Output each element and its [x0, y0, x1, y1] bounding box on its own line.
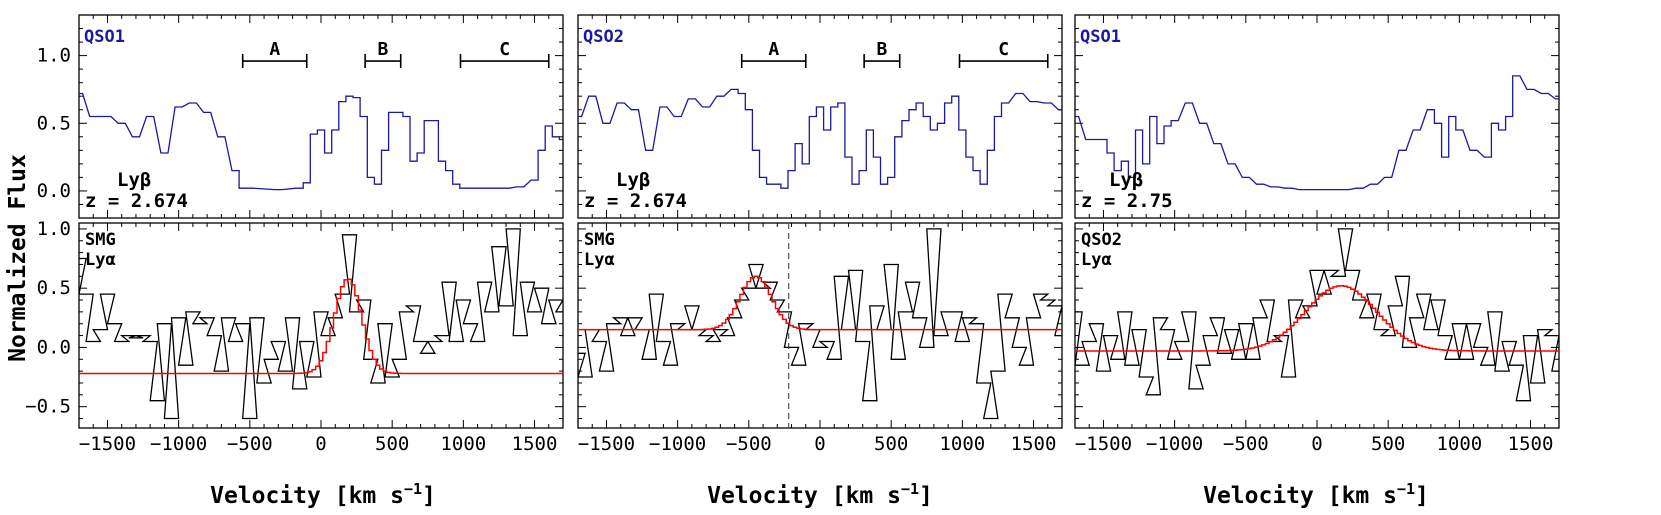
x-tick-label: 1000 — [939, 433, 985, 455]
region-label: B — [378, 39, 389, 60]
x-tick-label: 0 — [814, 433, 825, 455]
emission-spectrum-line — [578, 228, 1062, 420]
absorption-spectrum-line — [79, 92, 563, 191]
x-tick-label: −1000 — [649, 433, 706, 455]
y-tick-label: 0.5 — [37, 277, 71, 299]
y-tick-label: 0.0 — [37, 336, 71, 358]
gaussian-fit-line — [1075, 285, 1559, 352]
panel-line-label: Lyα — [1081, 250, 1112, 270]
emission-spectrum-line — [1075, 228, 1559, 402]
x-tick-label: −1500 — [1075, 433, 1132, 455]
y-tick-label: −0.5 — [25, 396, 71, 418]
panel-source-label: QSO1 — [84, 27, 125, 47]
line-label: Lyβ — [616, 169, 650, 191]
panel-frame — [577, 222, 1063, 429]
x-axis-title-middle-main: Velocity [km s — [707, 483, 901, 509]
x-axis-title-middle: Velocity [km s−1] — [707, 480, 933, 509]
x-tick-label: −500 — [726, 433, 772, 455]
x-tick-label: −1500 — [578, 433, 635, 455]
gaussian-fit-line — [578, 275, 1062, 331]
x-tick-label: 500 — [1371, 433, 1405, 455]
y-axis-title: Normalized Flux — [5, 154, 31, 362]
line-label: Lyβ — [117, 169, 151, 191]
redshift-label: z = 2.674 — [85, 190, 188, 212]
y-tick-label: 1.0 — [37, 218, 71, 240]
x-tick-label: 500 — [375, 433, 409, 455]
x-axis-title-middle-close: ] — [919, 483, 933, 509]
x-axis-title-left-exp: −1 — [404, 480, 422, 498]
absorption-spectrum-line — [1075, 75, 1559, 191]
x-axis-title-right-exp: −1 — [1397, 480, 1415, 498]
x-axis-title-left-main: Velocity [km s — [210, 483, 404, 509]
panel-source-label: QSO1 — [1080, 27, 1121, 47]
x-tick-label: 1000 — [440, 433, 486, 455]
y-tick-label: 1.0 — [37, 45, 71, 67]
emission-spectrum-line — [79, 228, 563, 420]
panel-source-label: QSO2 — [583, 27, 624, 47]
x-tick-label: −1000 — [150, 433, 207, 455]
x-axis-title-right: Velocity [km s−1] — [1203, 480, 1429, 509]
absorption-spectrum-line — [578, 88, 1062, 189]
region-label: A — [768, 39, 779, 60]
x-axis-title-right-main: Velocity [km s — [1203, 483, 1397, 509]
panel-source-label: QSO2 — [1081, 230, 1122, 250]
panel-line-label: Lyα — [584, 250, 615, 270]
x-tick-label: −1000 — [1146, 433, 1203, 455]
y-tick-label: 0.0 — [37, 180, 71, 202]
x-tick-label: −500 — [227, 433, 273, 455]
panel-line-label: Lyα — [85, 250, 116, 270]
x-axis-title-left-close: ] — [422, 483, 436, 509]
panel-frame — [1074, 222, 1560, 429]
x-tick-label: 1500 — [1011, 433, 1057, 455]
x-tick-label: −1500 — [79, 433, 136, 455]
region-label: B — [877, 39, 888, 60]
region-label: C — [499, 39, 510, 60]
panel-frame — [1074, 14, 1560, 219]
panel-frame — [577, 14, 1063, 219]
x-tick-label: 1500 — [512, 433, 558, 455]
panel-source-label: SMG — [584, 230, 615, 250]
panel-source-label: SMG — [85, 230, 116, 250]
region-label: A — [269, 39, 280, 60]
x-tick-label: 1500 — [1508, 433, 1554, 455]
line-label: Lyβ — [1109, 169, 1143, 191]
x-axis-title-left: Velocity [km s−1] — [210, 480, 436, 509]
x-tick-label: 0 — [1311, 433, 1322, 455]
redshift-label: z = 2.75 — [1081, 190, 1173, 212]
x-axis-title-right-close: ] — [1415, 483, 1429, 509]
x-tick-label: 1000 — [1436, 433, 1482, 455]
x-tick-label: 0 — [315, 433, 326, 455]
y-tick-label: 0.5 — [37, 112, 71, 134]
x-axis-title-middle-exp: −1 — [901, 480, 919, 498]
panel-frame — [78, 222, 564, 429]
x-tick-label: −500 — [1223, 433, 1269, 455]
redshift-label: z = 2.674 — [584, 190, 687, 212]
x-tick-label: 500 — [874, 433, 908, 455]
panel-bottom-left: −0.5 0.0 0.5 1.0 −1500 −1000 −500 0 500 1000 1500 S… — [25, 218, 564, 455]
panel-frame — [78, 14, 564, 219]
region-label: C — [998, 39, 1009, 60]
gaussian-fit-line — [79, 278, 563, 375]
